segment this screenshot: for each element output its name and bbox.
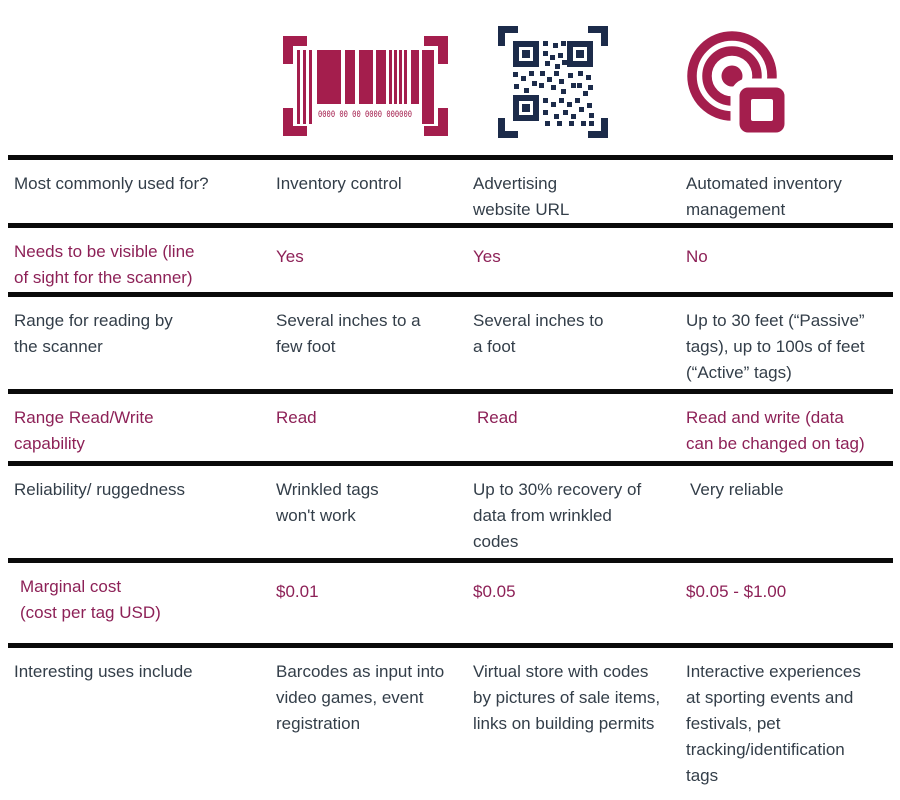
rfid-value: Up to 30 feet (“Passive” tags), up to 10… — [686, 311, 865, 382]
barcode-value: Read — [276, 408, 317, 427]
barcode-value: Inventory control — [276, 174, 402, 193]
table-row-interesting-uses: Interesting uses include Barcodes as inp… — [8, 643, 893, 800]
rfid-value: Very reliable — [690, 480, 784, 499]
qr-value: $0.05 — [473, 582, 516, 601]
barcode-icon: 0000 00 00 0000 000000 — [283, 36, 448, 136]
qr-value: Read — [477, 408, 518, 427]
rfid-value: No — [686, 247, 708, 266]
row-label: Range Read/Write capability — [14, 408, 154, 453]
row-label: Most commonly used for? — [14, 174, 209, 193]
comparison-table: Most commonly used for? Inventory contro… — [8, 155, 893, 800]
row-label: Reliability/ ruggedness — [14, 480, 186, 499]
barcode-value: Several inches to a few foot — [276, 311, 421, 356]
rfid-icon — [686, 28, 794, 140]
qr-value: Several inches to a foot — [473, 311, 604, 356]
table-row-range-reading: Range for reading by the scanner Several… — [8, 292, 893, 389]
table-row-most-commonly-used: Most commonly used for? Inventory contro… — [8, 155, 893, 223]
rfid-value: $0.05 - $1.00 — [686, 582, 787, 601]
row-label: Marginal cost (cost per tag USD) — [20, 577, 161, 622]
barcode-value: Barcodes as input into video games, even… — [276, 662, 445, 733]
table-row-reliability: Reliability/ ruggedness Wrinkled tags wo… — [8, 461, 893, 558]
row-label: Interesting uses include — [14, 662, 193, 681]
rfid-value: Read and write (data can be changed on t… — [686, 408, 865, 453]
barcode-value: Yes — [276, 247, 304, 266]
qr-code-icon — [498, 26, 608, 138]
barcode-value: $0.01 — [276, 582, 319, 601]
table-row-marginal-cost: Marginal cost (cost per tag USD) $0.01 $… — [8, 558, 893, 643]
qr-value: Up to 30% recovery of data from wrinkled… — [473, 480, 642, 551]
rfid-value: Interactive experiences at sporting even… — [686, 662, 861, 785]
barcode-digits: 0000 00 00 0000 000000 — [318, 110, 412, 120]
row-label: Range for reading by the scanner — [14, 311, 173, 356]
table-row-needs-visible: Needs to be visible (line of sight for t… — [8, 223, 893, 292]
qr-value: Yes — [473, 247, 501, 266]
qr-value: Virtual store with codes by pictures of … — [473, 662, 661, 733]
row-label: Needs to be visible (line of sight for t… — [14, 242, 195, 287]
table-row-read-write: Range Read/Write capability Read Read Re… — [8, 389, 893, 461]
barcode-value: Wrinkled tags won't work — [276, 480, 379, 525]
rfid-value: Automated inventory management — [686, 174, 842, 219]
qr-value: Advertising website URL — [473, 174, 570, 219]
icon-header: 0000 00 00 0000 000000 — [0, 0, 900, 155]
